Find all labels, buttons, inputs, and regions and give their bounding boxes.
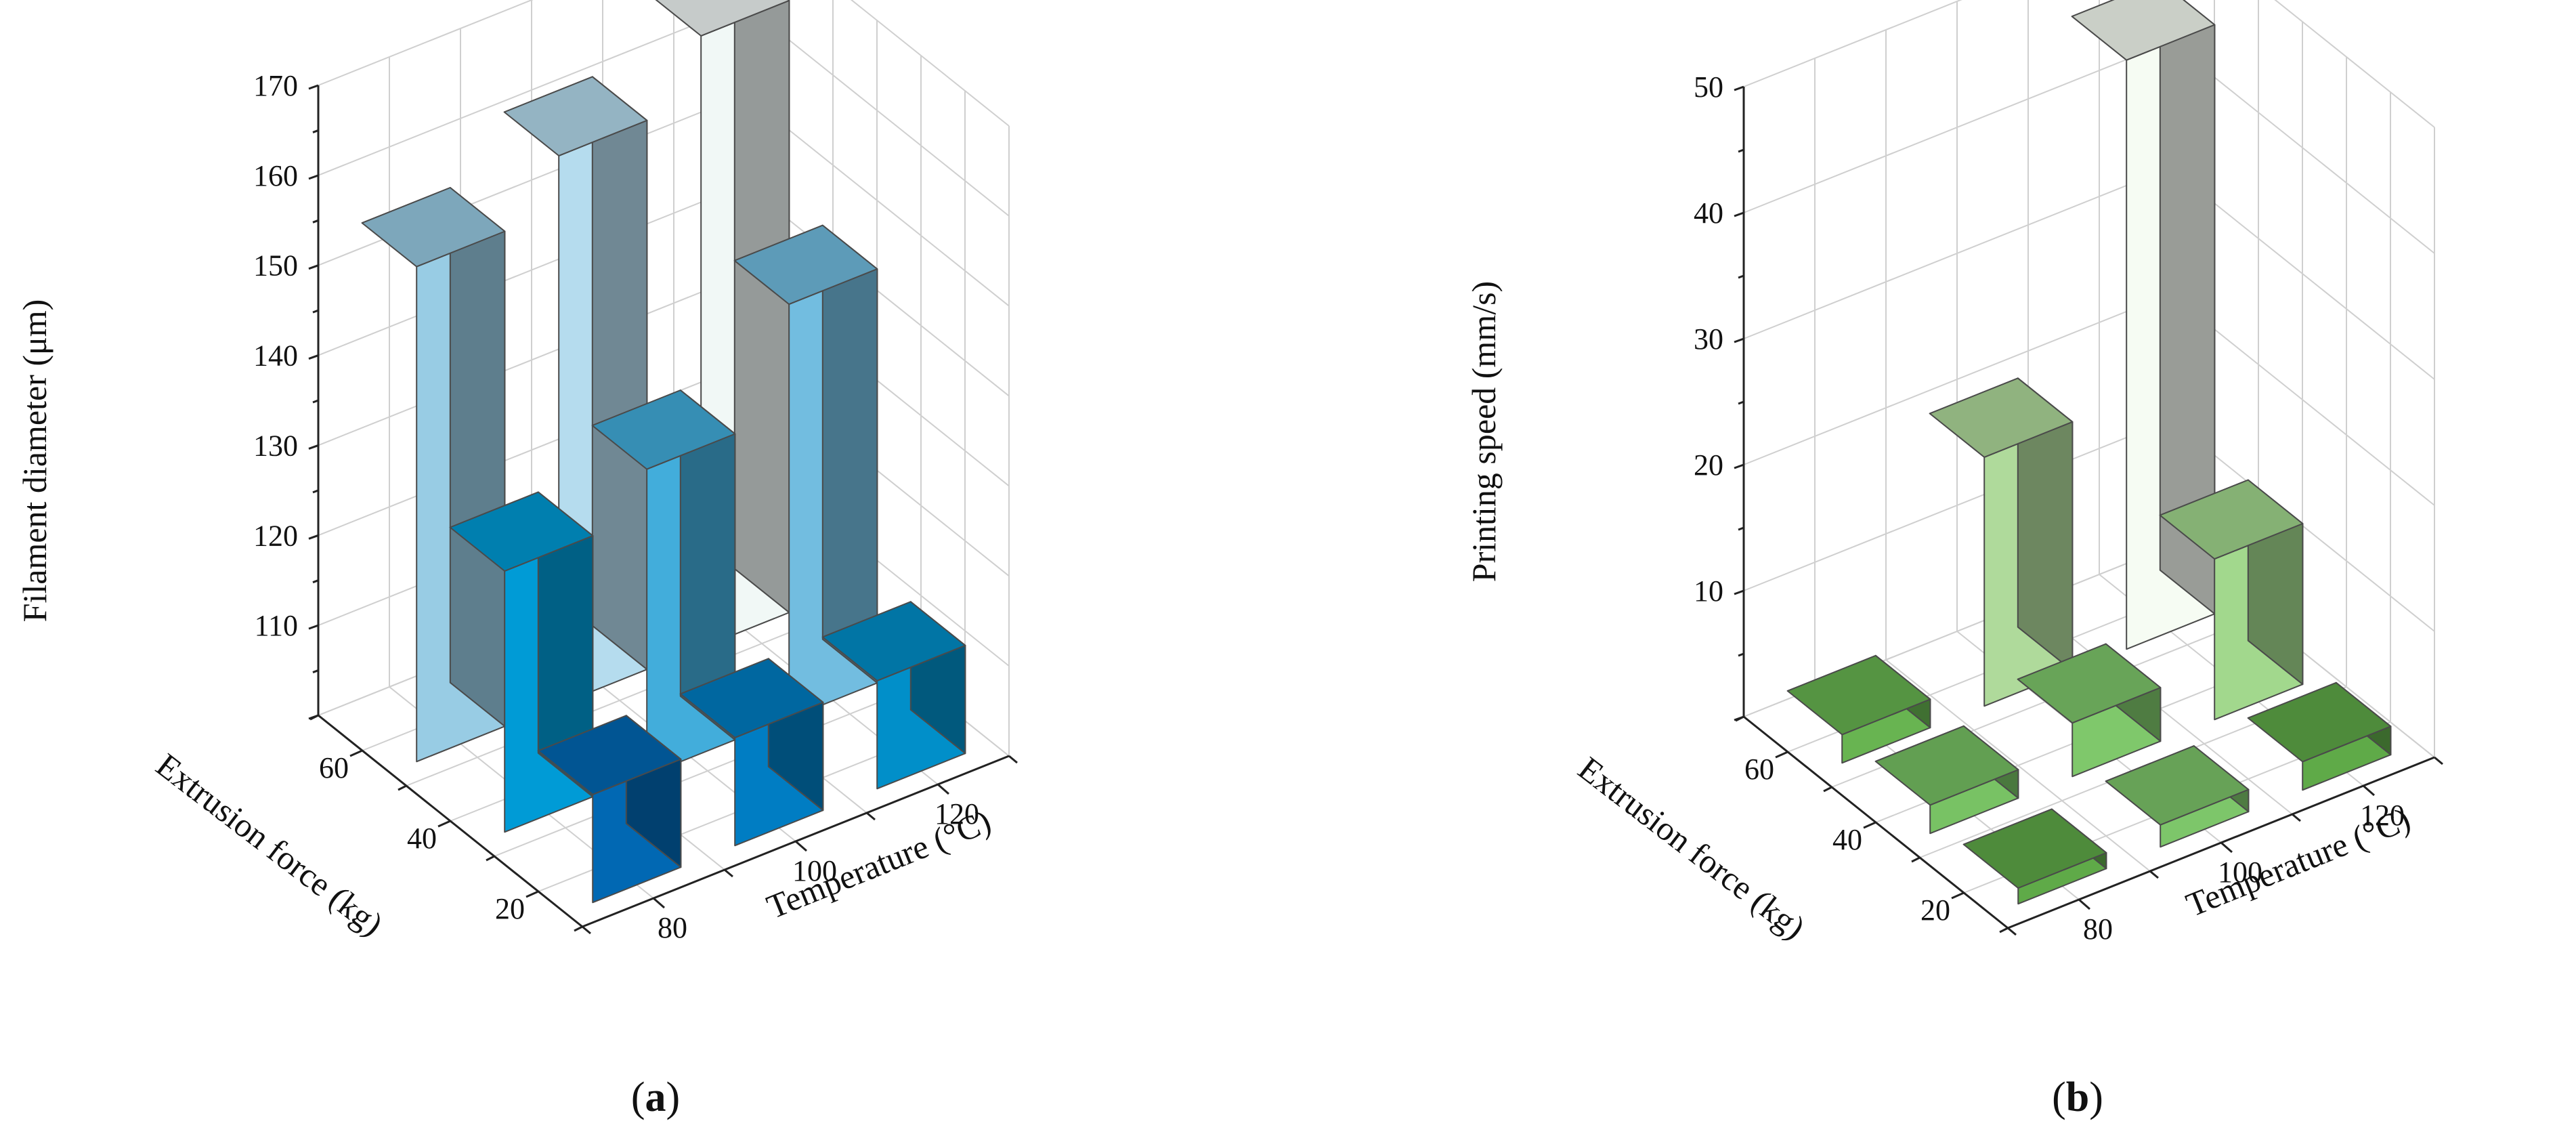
y-tick-label: 40 (407, 822, 437, 855)
grid-b (1743, 0, 2435, 929)
z-axis-label-b: Printing speed (mm/s) (1465, 281, 1503, 582)
bars-a (361, 0, 966, 904)
y-tick-label: 60 (319, 751, 349, 784)
bar (1874, 725, 2019, 835)
z-tick-label: 140 (253, 339, 298, 373)
bar (679, 658, 824, 847)
z-tick-label: 130 (253, 429, 298, 462)
bar (733, 224, 878, 719)
z-tick-label: 20 (1694, 448, 1723, 482)
z-tick-label: 120 (253, 519, 298, 552)
z-tick-label: 110 (255, 609, 298, 642)
y-tick-label: 20 (1920, 893, 1950, 927)
chart-panel-b: 10 20 30 40 50 80 100 120 20 40 60 Printing speed … (1465, 0, 2443, 1120)
y-axis-label-a: Extrusion force (kg) (149, 746, 390, 943)
z-tick-label: 160 (253, 159, 298, 192)
z-tick-label: 10 (1694, 574, 1723, 608)
bar (655, 0, 790, 649)
chart-panel-a: 110 120 130 140 150 160 170 80 100 120 20 40 60 Fila… (16, 0, 1018, 1120)
bar (2105, 745, 2250, 848)
y-tick-label: 60 (1744, 753, 1774, 786)
bar (449, 491, 594, 833)
bar (361, 187, 506, 763)
bar (1929, 377, 2074, 707)
bar (2017, 643, 2162, 778)
z-tick-label: 170 (253, 69, 298, 102)
z-tick-label: 30 (1694, 322, 1723, 356)
x-tick-label: 120 (2360, 799, 2405, 832)
z-axis-label-a: Filament diameter (μm) (16, 299, 53, 623)
x-tick-label: 120 (935, 797, 979, 830)
axes-a: 110 120 130 140 150 160 170 80 100 120 20 40 60 (253, 69, 1018, 944)
y-axis-label-b: Extrusion force (kg) (1571, 749, 1812, 946)
z-tick-label: 50 (1694, 70, 1723, 104)
bar (537, 715, 682, 904)
caption-b: (b) (2052, 1074, 2103, 1120)
bar (1962, 808, 2107, 905)
y-tick-label: 20 (495, 892, 525, 925)
x-tick-label: 100 (792, 854, 837, 887)
bar (2247, 681, 2392, 791)
axes-b: 10 20 30 40 50 80 100 120 20 40 60 (1694, 70, 2443, 946)
x-tick-label: 100 (2218, 856, 2262, 889)
bar (2159, 479, 2304, 721)
bars-b (1786, 0, 2392, 905)
bar (1786, 654, 1931, 764)
z-tick-label: 150 (253, 249, 298, 282)
z-tick-label: 40 (1694, 196, 1723, 230)
y-tick-label: 40 (1832, 823, 1862, 856)
caption-a: (a) (631, 1074, 680, 1120)
bar (2071, 0, 2216, 650)
x-tick-label: 80 (2083, 912, 2113, 946)
bar (821, 601, 966, 790)
x-tick-label: 80 (658, 911, 687, 944)
